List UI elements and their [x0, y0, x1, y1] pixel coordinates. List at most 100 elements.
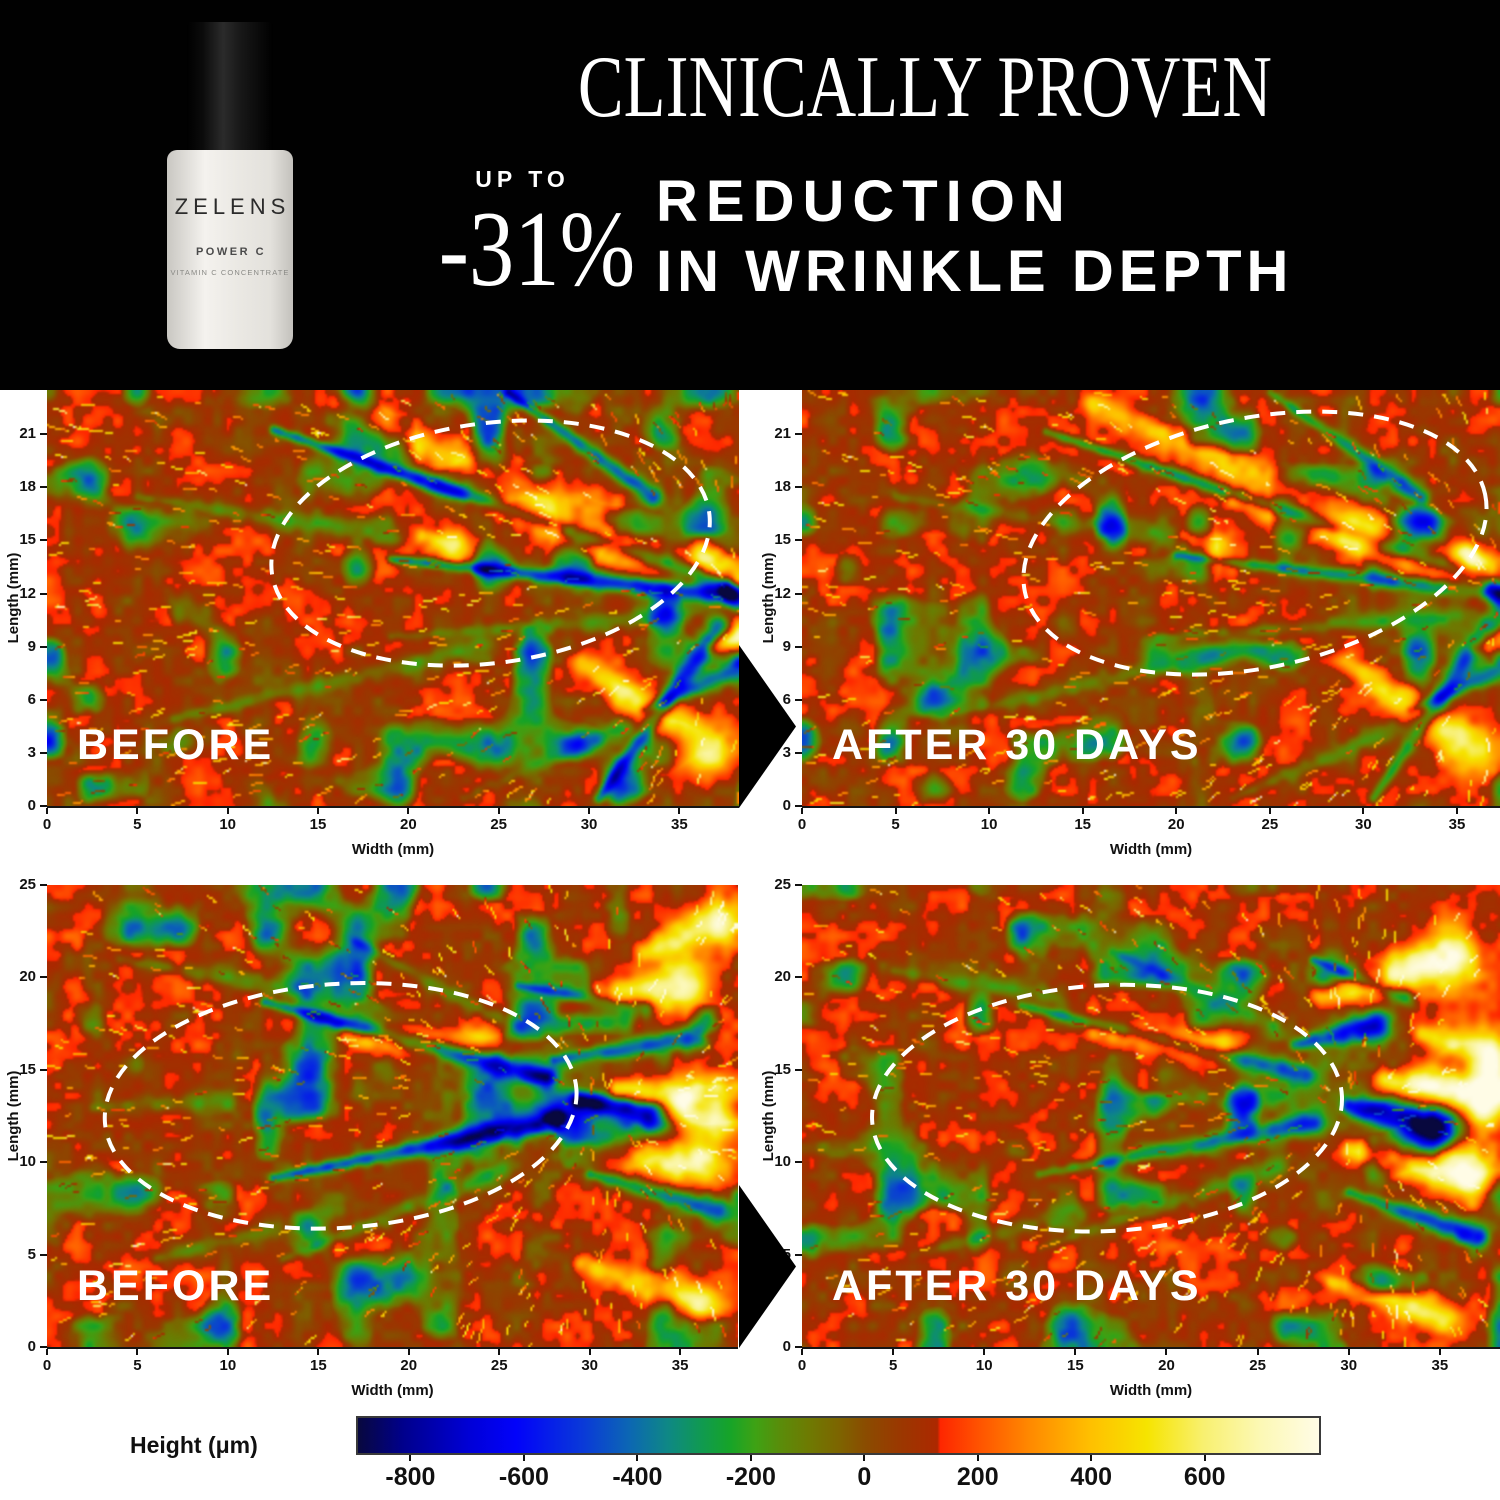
y-tick-mark [40, 884, 47, 886]
y-tick-mark [40, 539, 47, 542]
stat-block: UP TO -31% [420, 166, 636, 307]
y-axis-label-bottom-before: Length (mm) [5, 1070, 22, 1162]
y-tick-label: 12 [774, 584, 791, 602]
x-tick-label: 30 [580, 816, 598, 833]
y-tick-mark [40, 976, 47, 979]
colorbar-tick-mark [863, 1455, 866, 1461]
x-tick-label: 0 [42, 816, 52, 833]
x-tick-label: 25 [1249, 1357, 1266, 1374]
colorbar-tick-label: 600 [1183, 1463, 1226, 1491]
x-axis-label-top-after: Width (mm) [1109, 841, 1193, 858]
x-tick-label: 5 [891, 816, 900, 833]
y-tick-mark [795, 884, 802, 886]
colorbar-tick-mark [636, 1455, 639, 1461]
x-tick-mark [801, 1349, 803, 1355]
y-tick-label: 18 [19, 478, 36, 496]
percent-text: -31% [438, 190, 636, 309]
x-tick-mark [678, 808, 681, 814]
x-tick-mark [226, 808, 229, 814]
y-tick-mark [40, 698, 47, 701]
x-tick-label: 5 [888, 1357, 898, 1374]
x-tick-mark [983, 1349, 986, 1355]
y-tick-mark [795, 1253, 802, 1256]
x-tick-label: 25 [490, 816, 508, 833]
y-tick-label: 25 [774, 876, 791, 893]
header-banner: ZELENS POWER C VITAMIN C CONCENTRATE CLI… [0, 0, 1500, 390]
x-tick-mark [407, 1349, 410, 1355]
colorbar-tick-label: -800 [385, 1463, 436, 1491]
bottle-subtitle: VITAMIN C CONCENTRATE [170, 268, 290, 277]
y-tick-mark [795, 592, 802, 595]
x-tick-label: 35 [671, 816, 688, 833]
y-tick-mark [40, 1068, 47, 1071]
x-tick-label: 15 [309, 816, 327, 833]
y-tick-label: 21 [19, 425, 36, 443]
up-to-label: UP TO [475, 166, 570, 192]
y-tick-mark [40, 1253, 47, 1256]
y-tick-label: 10 [774, 1153, 791, 1171]
y-tick-mark [795, 486, 802, 489]
x-axis-label-bottom-before: Width (mm) [351, 1382, 434, 1399]
colorbar-label: Height (μm) [130, 1432, 258, 1458]
y-tick-label: 3 [782, 743, 791, 761]
colorbar-tick-mark [749, 1455, 752, 1461]
y-tick-label: 0 [27, 1338, 36, 1355]
x-tick-mark [407, 808, 410, 814]
x-tick-label: 0 [797, 816, 807, 833]
y-tick-mark [40, 1346, 47, 1348]
y-tick-label: 18 [774, 478, 791, 496]
x-tick-mark [1455, 808, 1458, 814]
claim-block: REDUCTION IN WRINKLE DEPTH [656, 169, 1294, 304]
y-tick-mark [795, 433, 802, 436]
x-tick-label: 10 [219, 816, 237, 833]
colorbar-tick-mark [1090, 1455, 1093, 1461]
y-tick-label: 0 [782, 797, 791, 814]
x-tick-label: 10 [975, 1357, 993, 1374]
y-tick-label: 12 [19, 584, 36, 602]
x-tick-mark [679, 1349, 682, 1355]
y-tick-label: 15 [774, 531, 791, 549]
x-tick-label: 35 [671, 1357, 689, 1374]
x-tick-mark [497, 808, 500, 814]
y-tick-label: 9 [27, 637, 36, 655]
x-tick-mark [1256, 1349, 1259, 1355]
y-tick-label: 15 [774, 1060, 791, 1078]
colorbar-tick-label: -600 [498, 1463, 549, 1491]
y-tick-label: 15 [19, 1060, 36, 1078]
x-tick-mark [588, 808, 591, 814]
claim-line-1: REDUCTION [656, 169, 1073, 234]
x-tick-mark [988, 808, 991, 814]
x-tick-mark [136, 808, 139, 814]
x-tick-mark [498, 1349, 501, 1355]
colorbar-tick-mark [1203, 1455, 1206, 1461]
y-tick-mark [795, 751, 802, 754]
annotation-top-before: BEFORE [77, 721, 275, 769]
colorbar-tick-mark [522, 1455, 525, 1461]
x-tick-mark [588, 1349, 591, 1355]
colorbar-tick-label: 0 [857, 1463, 872, 1491]
y-tick-mark [40, 486, 47, 489]
y-tick-mark [40, 645, 47, 648]
colorbar-tick-label: -200 [725, 1463, 776, 1491]
annotation-top-after: AFTER 30 DAYS [832, 721, 1202, 769]
y-tick-mark [795, 1346, 802, 1348]
y-tick-mark [795, 1161, 802, 1164]
y-tick-label: 0 [782, 1338, 791, 1355]
headline-wrap: CLINICALLY PROVEN [480, 44, 1310, 132]
y-tick-label: 3 [27, 743, 36, 761]
annotation-bottom-before: BEFORE [77, 1262, 275, 1310]
x-tick-label: 10 [219, 1357, 237, 1374]
x-tick-label: 25 [1261, 816, 1279, 833]
y-tick-label: 20 [19, 968, 36, 986]
x-tick-mark [1074, 1349, 1077, 1355]
percent-value: -31% [420, 193, 636, 307]
x-tick-label: 20 [400, 1357, 418, 1374]
x-tick-label: 20 [1167, 816, 1185, 833]
claim-line-2: IN WRINKLE DEPTH [656, 238, 1294, 304]
colorbar-tick-mark [976, 1455, 979, 1461]
colorbar-tick-label: 400 [1070, 1463, 1113, 1491]
y-tick-label: 0 [27, 797, 36, 814]
x-tick-label: 30 [1340, 1357, 1358, 1374]
x-tick-mark [317, 808, 320, 814]
x-tick-mark [1438, 1349, 1441, 1355]
